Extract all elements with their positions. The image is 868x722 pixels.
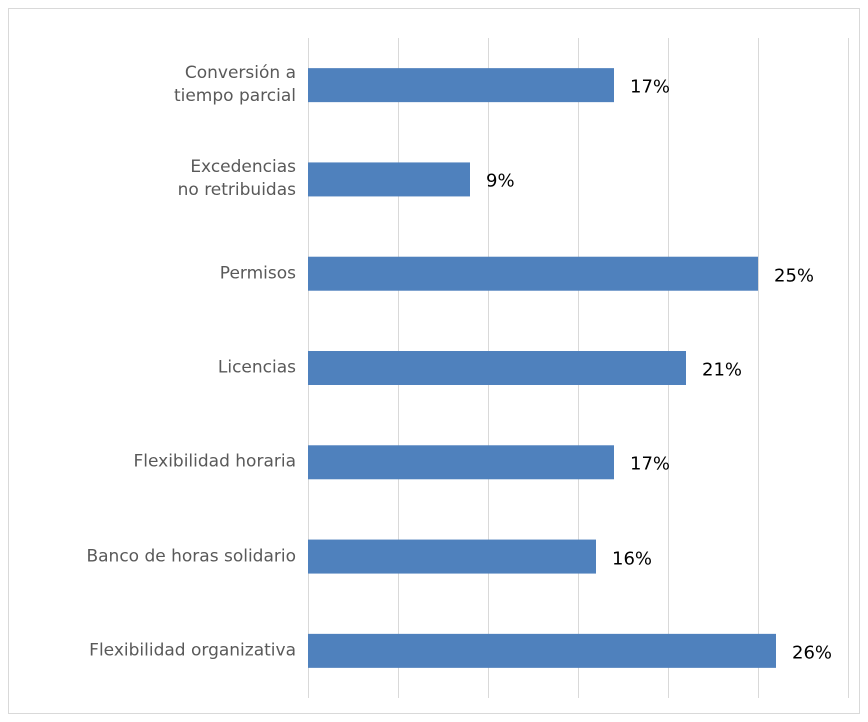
bar [308,539,596,574]
y-tick-label: Conversión a tiempo parcial [173,63,296,107]
bar [308,445,614,480]
y-tick-label: Banco de horas solidario [86,546,296,567]
y-tick-label: Flexibilidad horaria [133,451,296,472]
data-label: 9% [486,170,515,192]
data-label: 17% [630,76,671,98]
data-label: 17% [630,453,671,475]
chart-border [8,8,860,714]
data-label: 21% [702,359,743,381]
y-tick-label: Flexibilidad organizativa [89,640,296,661]
bar [308,162,470,197]
data-label: 16% [612,548,653,570]
data-label: 26% [792,642,833,664]
y-tick-label: Excedencias no retribuidas [177,157,296,201]
data-label: 25% [774,265,815,287]
bar [308,633,776,668]
bar [308,351,686,385]
y-tick-label: Permisos [219,263,296,284]
bar [308,256,758,291]
y-tick-label: Licencias [217,357,296,378]
bar [308,68,614,103]
